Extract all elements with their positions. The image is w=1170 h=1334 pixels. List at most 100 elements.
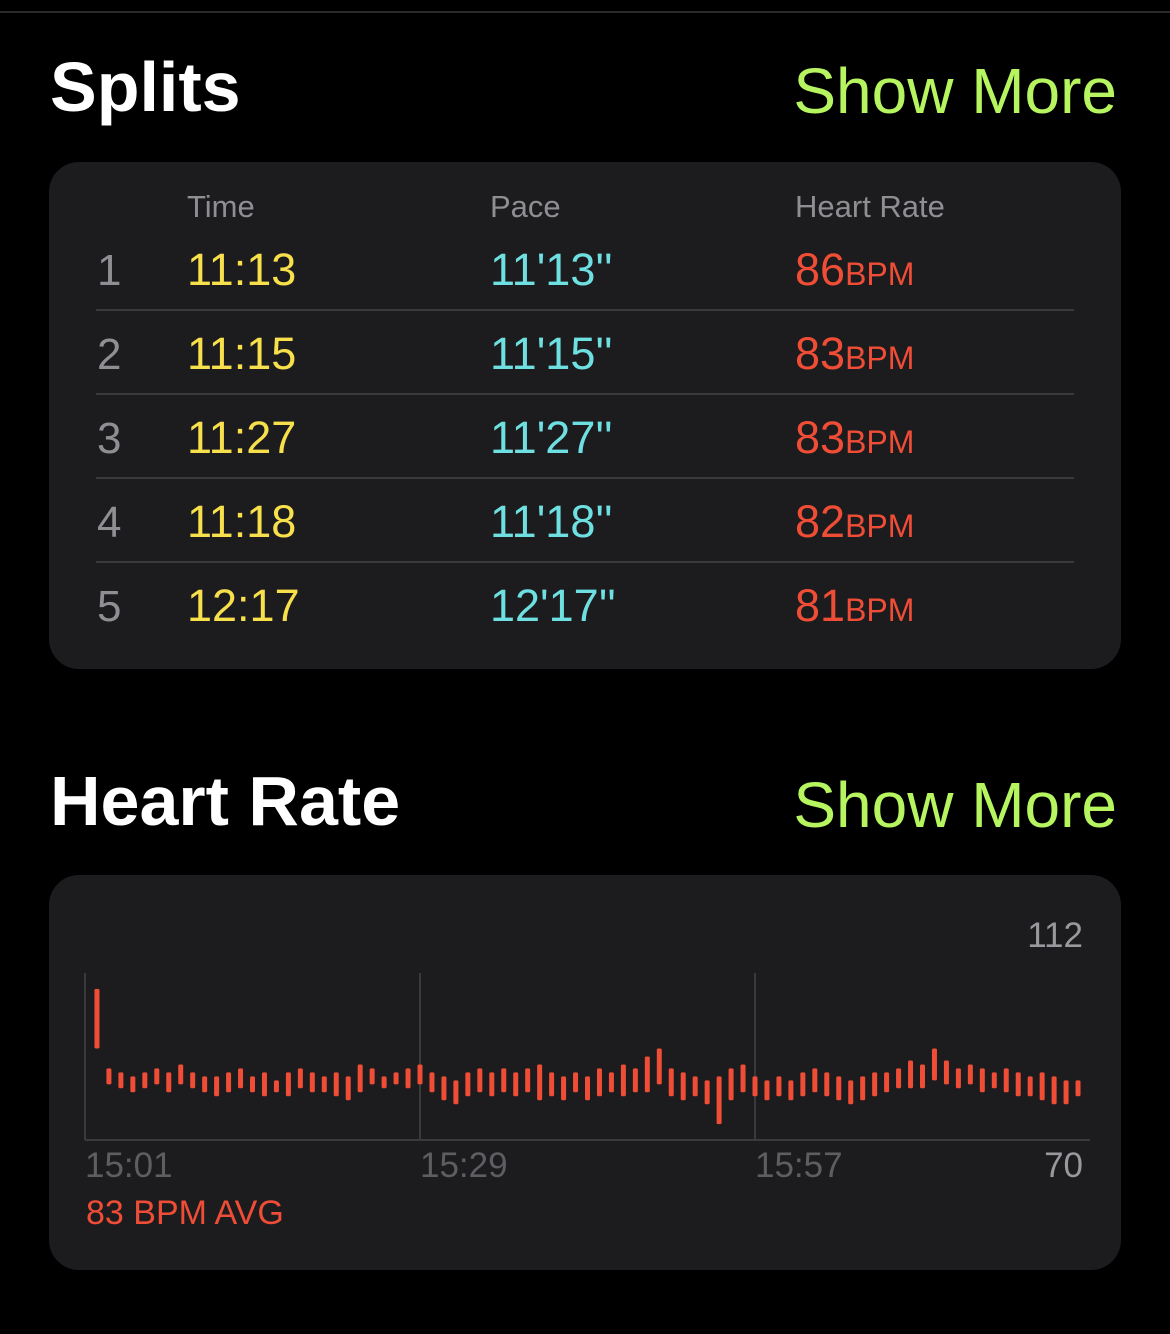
heart-rate-value: 82 <box>795 496 845 547</box>
heart-rate-bar <box>920 1064 925 1089</box>
heart-rate-unit: BPM <box>845 340 914 376</box>
heart-rate-bar <box>1003 1068 1009 1093</box>
heart-rate-bar <box>908 1060 914 1089</box>
heart-rate-bar <box>728 1068 734 1101</box>
split-time: 11:27 <box>187 412 296 463</box>
heart-rate-bar <box>357 1064 363 1093</box>
x-tick-label: 15:01 <box>85 1146 173 1185</box>
heart-rate-bar <box>166 1072 172 1093</box>
heart-rate-bar <box>740 1064 746 1093</box>
heart-rate-bar <box>884 1072 890 1093</box>
heart-rate-bar <box>369 1068 375 1085</box>
heart-rate-bar <box>824 1072 830 1097</box>
split-heart-rate: 83BPM <box>795 328 914 379</box>
split-pace: 11'18'' <box>490 496 613 547</box>
heart-rate-bar <box>620 1064 626 1097</box>
heart-rate-bar <box>931 1048 937 1081</box>
heart-rate-bar <box>1015 1072 1021 1097</box>
heart-rate-bar <box>896 1068 902 1089</box>
heart-rate-bar <box>190 1072 196 1089</box>
heart-rate-bar <box>501 1068 507 1093</box>
heart-rate-bar <box>513 1072 519 1097</box>
split-pace: 11'13'' <box>490 244 613 295</box>
heart-rate-bar <box>848 1080 854 1105</box>
column-header: Pace <box>490 189 561 224</box>
heart-rate-bar <box>214 1076 220 1097</box>
heart-rate-bar <box>238 1068 244 1089</box>
heart-rate-bar <box>1051 1076 1057 1105</box>
heart-rate-bar <box>130 1076 136 1093</box>
split-pace: 11'27'' <box>490 412 613 463</box>
split-number: 2 <box>97 330 121 379</box>
heart-rate-bar <box>752 1076 758 1097</box>
heart-rate-bar <box>273 1080 279 1093</box>
heart-rate-bar <box>1039 1072 1045 1101</box>
heart-rate-bar <box>680 1072 686 1101</box>
heart-rate-bar <box>549 1072 555 1097</box>
heart-rate-bar <box>405 1068 411 1089</box>
heart-rate-bar <box>1063 1080 1069 1105</box>
split-pace: 12'17'' <box>490 580 616 631</box>
average-label: 83 BPM AVG <box>86 1194 284 1232</box>
heart-rate-bar <box>561 1076 567 1101</box>
split-heart-rate: 86BPM <box>795 244 914 295</box>
heart-rate-bar <box>692 1076 698 1097</box>
heart-rate-bar <box>429 1072 435 1093</box>
split-number: 5 <box>97 582 121 631</box>
heart-rate-bar <box>608 1072 614 1093</box>
x-tick-label: 15:57 <box>755 1146 843 1185</box>
heart-rate-bar <box>1075 1080 1081 1097</box>
heart-rate-bar <box>154 1068 160 1085</box>
heart-rate-unit: BPM <box>845 592 914 628</box>
y-tick-label: 112 <box>1027 916 1083 955</box>
split-time: 11:18 <box>187 496 296 547</box>
heart-rate-bar <box>226 1072 232 1093</box>
heart-rate-bar <box>573 1072 579 1093</box>
heart-rate-bar <box>632 1068 638 1093</box>
heart-rate-bar <box>345 1076 351 1101</box>
heart-rate-bar <box>489 1072 495 1097</box>
heart-rate-bar <box>465 1072 471 1097</box>
heart-rate-bar <box>333 1072 339 1097</box>
split-number: 4 <box>97 498 121 547</box>
heart-rate-bar <box>309 1072 315 1093</box>
heart-rate-unit: BPM <box>845 424 914 460</box>
heart-rate-bar <box>967 1064 973 1085</box>
heart-rate-bar <box>178 1064 184 1085</box>
heart-rate-bar <box>800 1072 806 1097</box>
heart-rate-bar <box>776 1076 782 1097</box>
heart-rate-bar <box>979 1068 985 1093</box>
heart-rate-card <box>49 875 1121 1270</box>
heart-rate-bar <box>202 1076 208 1093</box>
heart-rate-bar <box>836 1076 842 1101</box>
heart-rate-value: 83 <box>795 328 845 379</box>
split-time: 12:17 <box>187 580 300 631</box>
heart-rate-unit: BPM <box>845 256 914 292</box>
section-title: Heart Rate <box>50 762 400 840</box>
section-title: Splits <box>50 48 241 126</box>
column-header: Heart Rate <box>795 189 945 224</box>
show-more-link[interactable]: Show More <box>793 55 1117 127</box>
heart-rate-value: 86 <box>795 244 845 295</box>
show-more-link[interactable]: Show More <box>793 769 1117 841</box>
x-tick-label: 15:29 <box>420 1146 508 1185</box>
split-number: 1 <box>97 246 121 295</box>
heart-rate-bar <box>943 1060 949 1085</box>
heart-rate-bar <box>860 1076 866 1101</box>
heart-rate-bar <box>453 1080 459 1105</box>
split-pace: 11'15'' <box>490 328 613 379</box>
heart-rate-bar <box>118 1072 124 1089</box>
heart-rate-bar <box>812 1068 818 1093</box>
y-tick-label: 70 <box>1044 1146 1083 1185</box>
heart-rate-bar <box>537 1064 543 1101</box>
split-heart-rate: 83BPM <box>795 412 914 463</box>
heart-rate-bar <box>991 1072 997 1089</box>
split-heart-rate: 82BPM <box>795 496 914 547</box>
heart-rate-bar <box>872 1072 878 1097</box>
heart-rate-bar <box>477 1068 483 1093</box>
split-heart-rate: 81BPM <box>795 580 914 631</box>
heart-rate-unit: BPM <box>845 508 914 544</box>
heart-rate-bar <box>955 1068 961 1089</box>
